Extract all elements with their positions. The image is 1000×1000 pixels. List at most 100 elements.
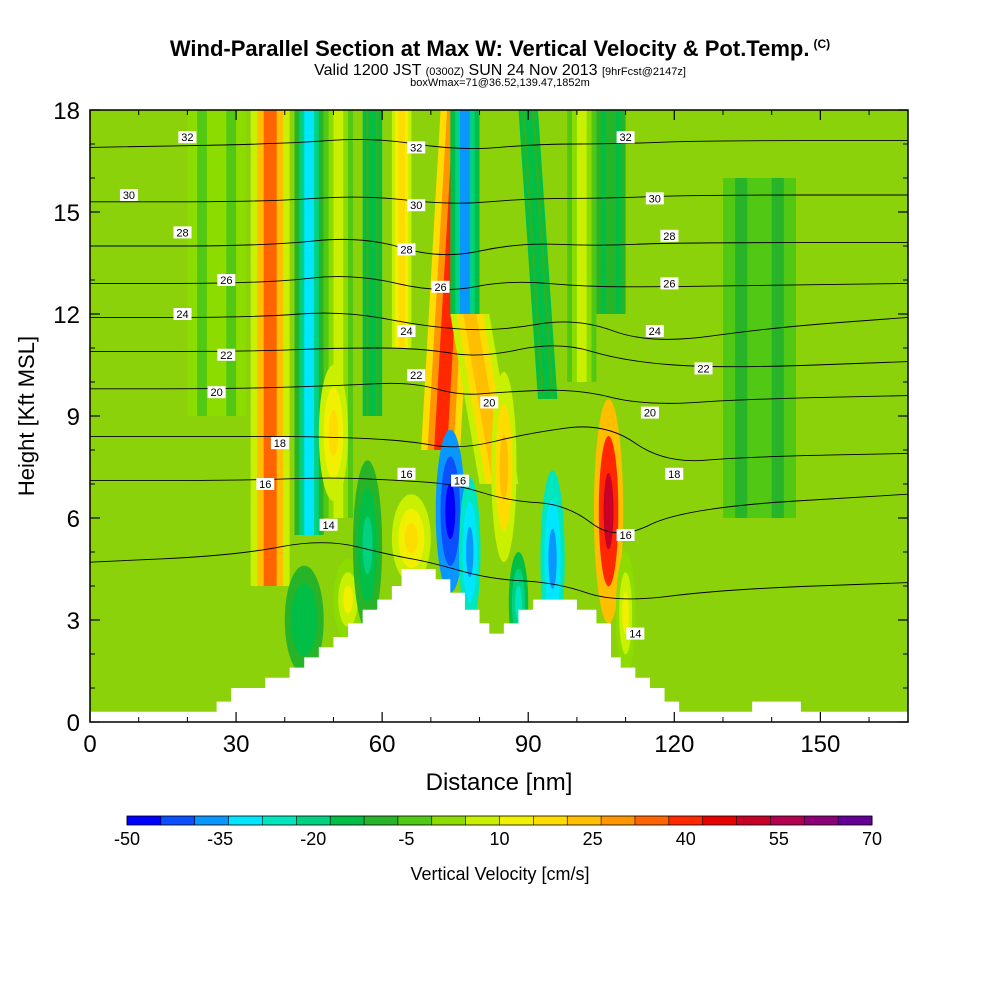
contour-label-box: [217, 348, 236, 361]
colorbar-swatch: [364, 816, 399, 825]
x-axis-label: Distance [nm]: [426, 769, 573, 796]
x-tick-label: 150: [800, 731, 840, 758]
copyright-mark: (C): [813, 36, 831, 51]
velocity-band-10: [606, 110, 616, 314]
contour-label-text: 16: [400, 469, 412, 481]
velocity-core-8: [297, 601, 311, 639]
contour-labels: 32 32 32 30 30 30 28 28 28 26 26 26 24 24 24 22 22 22 20 20…: [119, 131, 713, 641]
contour-label: 20: [640, 406, 659, 420]
y-tick-label: 0: [67, 710, 80, 737]
contour-label-text: 26: [434, 282, 446, 294]
contour-label-box: [217, 274, 236, 286]
contour-label-text: 16: [454, 476, 466, 488]
contour-label-box: [616, 131, 635, 144]
velocity-core-10: [328, 409, 339, 457]
theta-contour-14: [90, 542, 908, 600]
x-tick-label: 30: [223, 731, 250, 758]
valid-utc: (0300Z): [425, 66, 465, 78]
contour-label-box: [173, 226, 192, 239]
contour-label: 30: [119, 189, 138, 202]
contour-label-box: [407, 369, 426, 382]
y-tick-label: 6: [67, 506, 80, 533]
contour-label: 18: [270, 437, 289, 450]
colorbar-swatch: [804, 816, 839, 825]
colorbar-tick-label: 55: [769, 829, 789, 849]
colorbar-swatch: [838, 816, 873, 825]
contour-label-box: [319, 518, 338, 531]
velocity-core-2: [548, 528, 557, 589]
contour-label-text: 22: [220, 350, 232, 362]
colorbar-swatch: [194, 816, 230, 825]
colorbar-swatch: [397, 816, 433, 825]
colorbar-swatch: [736, 816, 771, 825]
colorbar-swatch: [262, 816, 297, 825]
contour-label: 30: [645, 192, 664, 205]
contour-label: 26: [660, 277, 679, 290]
contour-label: 28: [397, 243, 416, 256]
colorbar-swatch: [127, 816, 162, 825]
contour-label: 16: [397, 467, 416, 481]
colorbar: -50 -35 -20 -5 10 25 40 55 70 Vertical Velocity […: [114, 815, 882, 884]
contour-label: 20: [480, 396, 499, 409]
contour-label-text: 32: [619, 132, 631, 144]
contour-label-box: [640, 406, 659, 419]
x-tick-label: 120: [654, 731, 694, 758]
contour-label-text: 22: [410, 370, 422, 382]
colorbar-swatch: [330, 816, 365, 825]
contour-label: 26: [217, 274, 236, 287]
contour-label-box: [119, 189, 138, 201]
colorbar-tick-label: -5: [398, 829, 414, 849]
contour-label-box: [645, 192, 664, 205]
contour-label: 16: [451, 474, 470, 488]
contour-label: 32: [407, 141, 426, 154]
contour-label-box: [407, 199, 426, 212]
velocity-core-5: [404, 523, 418, 554]
contour-label: 24: [645, 325, 664, 338]
colorbar-swatch: [228, 816, 263, 825]
contour-label: 32: [178, 131, 197, 144]
terrain-mask: [90, 569, 908, 722]
colorbar-swatch: [634, 816, 670, 825]
contour-label-box: [694, 362, 713, 375]
contour-label: 26: [431, 280, 450, 294]
y-axis-label: Height [Kft MSL]: [14, 336, 39, 496]
velocity-core-3: [603, 473, 614, 550]
contour-label-text: 20: [483, 397, 495, 409]
contour-label-box: [431, 280, 450, 293]
contour-label-box: [173, 308, 192, 320]
contour-label-text: 18: [274, 438, 286, 450]
contour-label-box: [270, 437, 289, 450]
colorbar-swatch: [465, 816, 500, 825]
colorbar-swatch: [668, 816, 704, 825]
valid-date: SUN 24 Nov 2013: [468, 62, 598, 79]
colorbar-swatch: [770, 816, 805, 825]
contour-label-text: 20: [210, 387, 222, 399]
contour-label: 16: [256, 478, 275, 491]
contour-label: 18: [665, 467, 684, 481]
y-tick-label: 15: [53, 200, 80, 227]
contour-label-text: 30: [410, 200, 422, 212]
velocity-band-0: [263, 110, 277, 586]
theta-contour-32: [90, 139, 908, 149]
colorbar-swatch: [431, 816, 467, 825]
title-main: Wind-Parallel Section at Max W: Vertical…: [169, 36, 810, 61]
colorbar-tick-label: -20: [300, 829, 326, 849]
chart-subtitle: Valid 1200 JST (0300Z) SUN 24 Nov 2013 […: [0, 62, 1000, 80]
contour-label-box: [660, 229, 679, 242]
contour-label-box: [397, 467, 416, 480]
contour-label: 28: [660, 229, 679, 243]
velocity-core-11: [622, 592, 629, 635]
contour-label: 24: [397, 325, 416, 338]
velocity-band-6: [460, 110, 470, 314]
contour-label: 16: [616, 529, 635, 542]
colorbar-swatch: [160, 816, 196, 825]
contour-label-box: [645, 325, 664, 337]
contour-label-text: 22: [697, 363, 709, 375]
contour-label: 28: [173, 226, 192, 239]
contour-label-box: [665, 467, 684, 480]
velocity-band-11: [206, 110, 227, 416]
x-tick-label: 90: [515, 731, 542, 758]
velocity-field: [187, 110, 797, 675]
y-tick-label: 9: [67, 404, 80, 431]
